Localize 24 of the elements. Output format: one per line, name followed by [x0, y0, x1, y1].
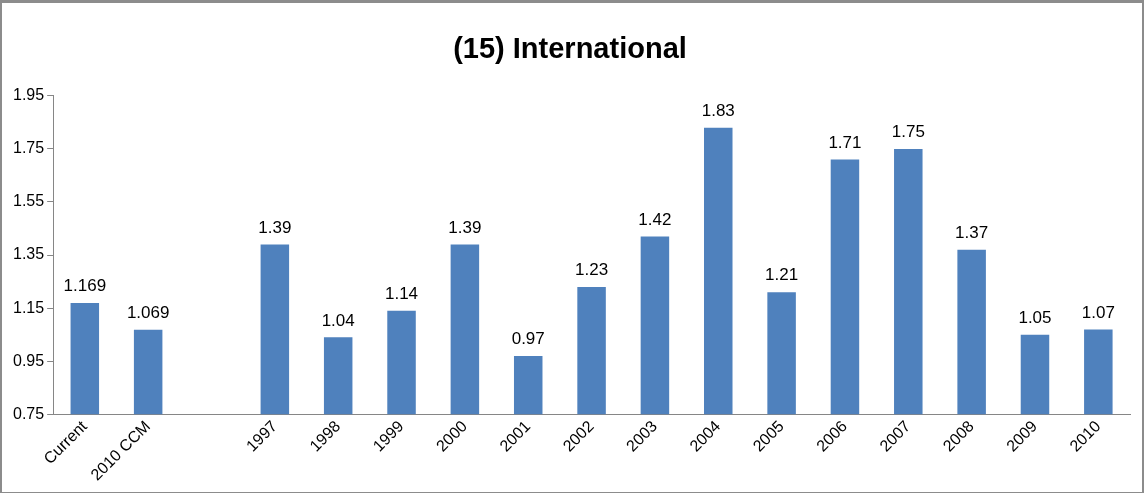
data-label: 1.42: [638, 209, 672, 229]
data-label: 1.71: [828, 132, 862, 152]
data-label: 1.83: [701, 100, 735, 120]
data-label: 1.39: [448, 217, 482, 237]
data-label: 1.169: [63, 276, 107, 296]
y-tick-label: 1.75: [13, 139, 45, 157]
data-label: 1.23: [575, 260, 609, 280]
data-label: 1.07: [1081, 302, 1115, 322]
y-tick-label: 1.95: [13, 86, 45, 104]
data-label: 1.069: [126, 302, 170, 322]
data-label: 1.75: [891, 122, 925, 142]
y-tick-label: 0.75: [13, 404, 45, 422]
y-tick-label: 1.35: [13, 245, 45, 263]
data-label: 1.05: [1018, 307, 1052, 327]
data-label: 1.04: [321, 310, 355, 330]
y-tick-label: 1.15: [13, 298, 45, 316]
data-label: 1.39: [258, 217, 292, 237]
data-label: 1.37: [955, 222, 989, 242]
chart-title: (15) International: [453, 32, 687, 65]
y-tick-label: 0.95: [13, 351, 45, 369]
data-label: 0.97: [511, 329, 545, 349]
y-tick-label: 1.55: [13, 192, 45, 210]
data-label: 1.14: [384, 284, 419, 304]
data-label: 1.21: [765, 265, 799, 285]
